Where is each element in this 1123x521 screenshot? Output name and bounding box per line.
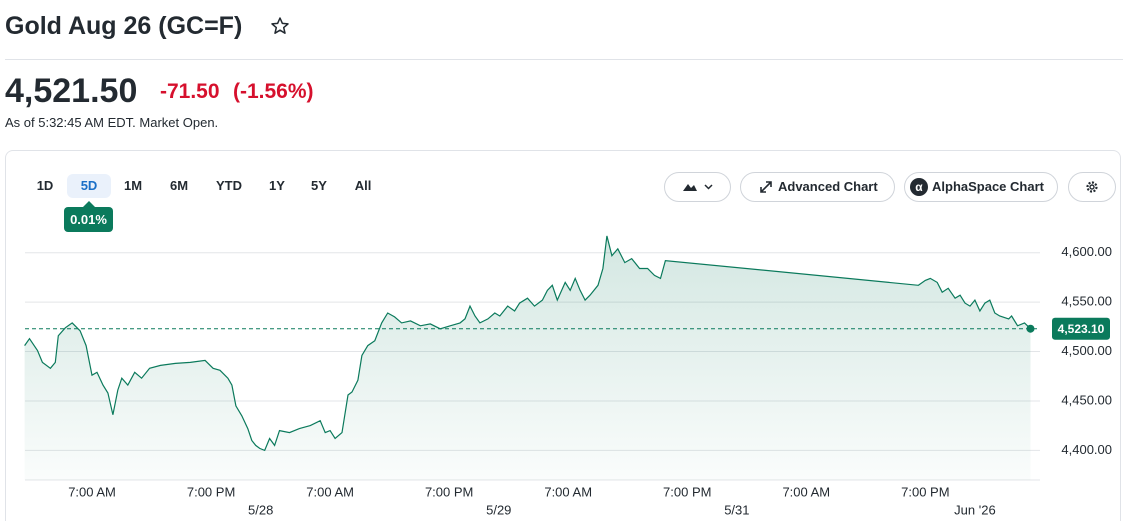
expand-icon [760, 181, 772, 193]
range-button[interactable]: 6M [169, 178, 189, 193]
range-button[interactable]: 1M [123, 178, 143, 193]
divider [5, 59, 1123, 60]
alpha-icon: α [910, 178, 928, 196]
badge-tip [83, 201, 95, 207]
svg-text:α: α [915, 180, 923, 194]
button-label: AlphaSpace Chart [932, 179, 1044, 194]
chart-card [5, 150, 1121, 521]
range-button[interactable]: 5D [67, 174, 111, 198]
gear-icon [1086, 181, 1098, 193]
price: 4,521.50 [5, 72, 138, 110]
settings-button[interactable] [1068, 172, 1116, 202]
range-button[interactable]: 5Y [311, 178, 327, 193]
range-button[interactable]: 1Y [269, 178, 285, 193]
watchlist-star[interactable] [270, 16, 290, 36]
chart-type-icon [683, 184, 713, 191]
alphaspace-chart-button[interactable]: α AlphaSpace Chart [904, 172, 1058, 202]
price-change-percent: (-1.56%) [233, 80, 314, 103]
price-change: -71.50 [160, 80, 220, 103]
advanced-chart-button[interactable]: Advanced Chart [740, 172, 895, 202]
range-button[interactable]: 1D [36, 178, 54, 193]
as-of: As of 5:32:45 AM EDT. Market Open. [5, 115, 219, 130]
title: Gold Aug 26 (GC=F) [5, 12, 243, 40]
range-button[interactable]: All [354, 178, 372, 193]
chart-type-button[interactable] [664, 172, 731, 202]
range-change-badge: 0.01% [64, 207, 113, 232]
button-label: Advanced Chart [778, 179, 878, 194]
range-button[interactable]: YTD [216, 178, 242, 193]
